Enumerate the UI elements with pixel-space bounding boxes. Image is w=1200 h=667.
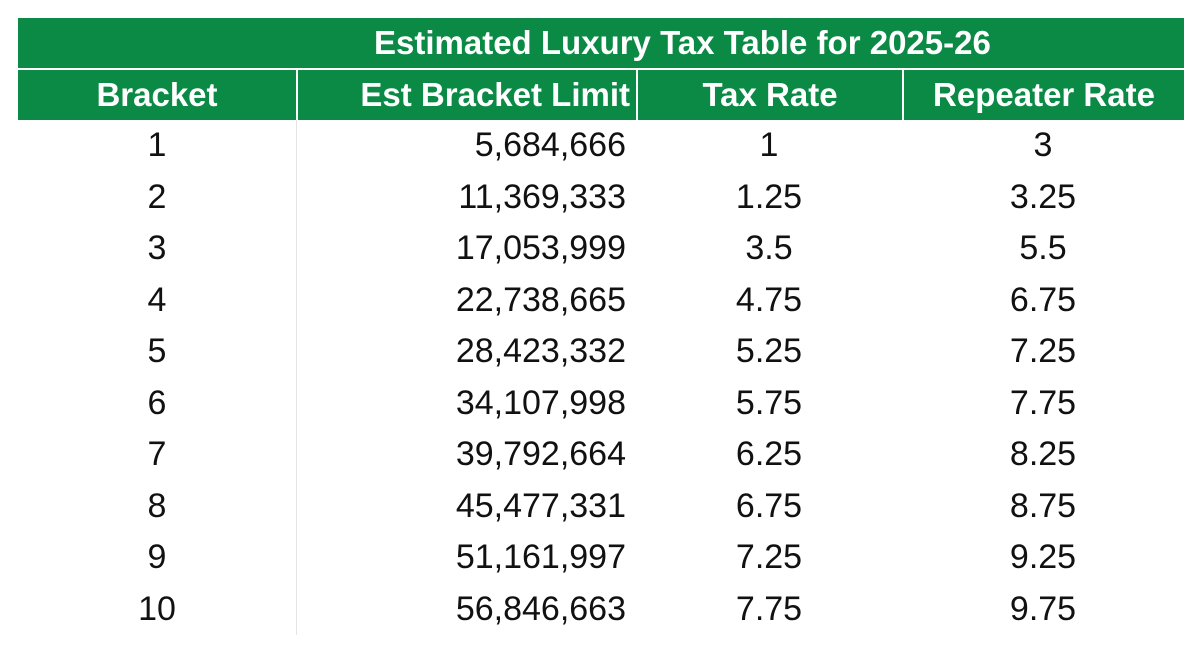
cell-tax-rate: 5.25 bbox=[735, 332, 803, 370]
cell-tax-rate: 6.25 bbox=[735, 435, 803, 473]
cell-tax-rate: 6.75 bbox=[735, 486, 803, 525]
cell-bracket: 4 bbox=[147, 280, 167, 319]
cell-repeater-rate: 3 bbox=[1033, 126, 1053, 164]
cell-bracket: 8 bbox=[147, 486, 167, 525]
cell-est-bracket-limit: 17,053,999 bbox=[296, 223, 636, 275]
cell-tax-rate: 5.75 bbox=[735, 383, 803, 422]
table-row: 10 56,846,663 7.75 9.75 bbox=[18, 583, 1184, 635]
table-row: 1 5,684,666 1 3 bbox=[18, 120, 1184, 172]
cell-bracket: 5 bbox=[147, 332, 167, 370]
table-row: 6 34,107,998 5.75 7.75 bbox=[18, 377, 1184, 429]
table-title: Estimated Luxury Tax Table for 2025-26 bbox=[374, 24, 991, 61]
cell-bracket: 10 bbox=[138, 589, 176, 628]
cell-tax-rate: 4.75 bbox=[735, 280, 803, 319]
cell-bracket: 9 bbox=[147, 538, 167, 576]
cell-tax-rate: 7.75 bbox=[735, 589, 803, 628]
cell-est-bracket-limit: 39,792,664 bbox=[296, 429, 636, 481]
table-row: 9 51,161,997 7.25 9.25 bbox=[18, 532, 1184, 584]
table-row: 3 17,053,999 3.5 5.5 bbox=[18, 223, 1184, 275]
cell-est-bracket-limit: 51,161,997 bbox=[296, 532, 636, 584]
table-row: 7 39,792,664 6.25 8.25 bbox=[18, 429, 1184, 481]
cell-repeater-rate: 8.25 bbox=[1009, 435, 1077, 473]
cell-est-bracket-limit: 22,738,665 bbox=[296, 274, 636, 326]
cell-est-bracket-limit: 28,423,332 bbox=[296, 326, 636, 378]
table-row: 8 45,477,331 6.75 8.75 bbox=[18, 480, 1184, 532]
cell-est-bracket-limit: 45,477,331 bbox=[296, 480, 636, 532]
cell-est-bracket-limit: 34,107,998 bbox=[296, 377, 636, 429]
table-row: 4 22,738,665 4.75 6.75 bbox=[18, 274, 1184, 326]
cell-est-bracket-limit: 5,684,666 bbox=[296, 120, 636, 172]
cell-bracket: 3 bbox=[147, 229, 167, 267]
cell-tax-rate: 1.25 bbox=[735, 177, 803, 216]
cell-repeater-rate: 9.25 bbox=[1009, 538, 1077, 576]
cell-bracket: 2 bbox=[147, 177, 167, 216]
column-header-bracket: Bracket bbox=[96, 76, 218, 113]
cell-tax-rate: 1 bbox=[759, 126, 779, 164]
cell-repeater-rate: 7.75 bbox=[1009, 383, 1077, 422]
cell-repeater-rate: 9.75 bbox=[1009, 589, 1077, 628]
cell-repeater-rate: 6.75 bbox=[1009, 280, 1077, 319]
cell-repeater-rate: 8.75 bbox=[1009, 486, 1077, 525]
luxury-tax-table: Estimated Luxury Tax Table for 2025-26 B… bbox=[18, 18, 1184, 635]
column-header-est-bracket-limit: Est Bracket Limit bbox=[296, 70, 636, 120]
cell-bracket: 7 bbox=[147, 435, 167, 473]
cell-repeater-rate: 7.25 bbox=[1009, 332, 1077, 370]
table-row: 5 28,423,332 5.25 7.25 bbox=[18, 326, 1184, 378]
cell-est-bracket-limit: 11,369,333 bbox=[296, 171, 636, 223]
cell-est-bracket-limit: 56,846,663 bbox=[296, 583, 636, 635]
cell-bracket: 1 bbox=[147, 126, 167, 164]
cell-repeater-rate: 3.25 bbox=[1009, 177, 1077, 216]
table-header-row: Bracket Est Bracket Limit Tax Rate Repea… bbox=[18, 70, 1184, 120]
column-header-repeater-rate: Repeater Rate bbox=[902, 70, 1184, 120]
cell-tax-rate: 3.5 bbox=[745, 229, 793, 267]
cell-bracket: 6 bbox=[147, 383, 167, 422]
table-title-bar: Estimated Luxury Tax Table for 2025-26 bbox=[18, 18, 1184, 70]
table-body: 1 5,684,666 1 3 2 11,369,333 1.25 3.25 3 17,053,9… bbox=[18, 120, 1184, 635]
column-header-tax-rate: Tax Rate bbox=[636, 70, 902, 120]
cell-repeater-rate: 5.5 bbox=[1019, 229, 1067, 267]
cell-tax-rate: 7.25 bbox=[735, 538, 803, 576]
table-row: 2 11,369,333 1.25 3.25 bbox=[18, 171, 1184, 223]
